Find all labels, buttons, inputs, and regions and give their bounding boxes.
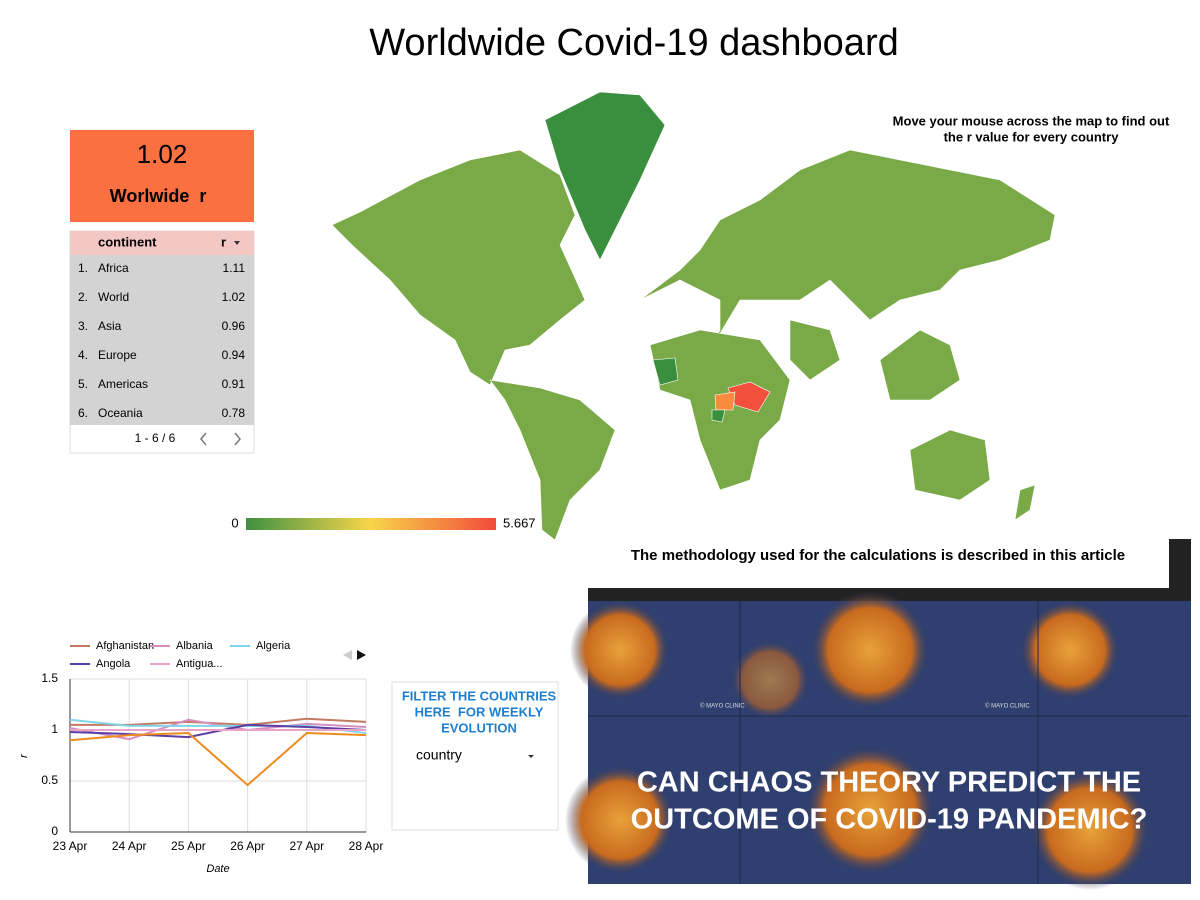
filter-title: EVOLUTION: [441, 720, 517, 735]
scorecard-value: 1.02: [137, 139, 188, 169]
r-value: 0.96: [222, 319, 246, 333]
continent: Americas: [98, 377, 148, 391]
dark-bar: [1169, 539, 1191, 589]
x-tick-label: 23 Apr: [53, 839, 88, 853]
scorecard-label: Worlwide r: [110, 186, 207, 206]
watermark: © MAYO CLINIC: [985, 703, 1030, 710]
line-chart: 0 0.5 1 1.5 23 Apr 24 Apr 25 Apr 26 Apr 27 Apr 28…: [18, 640, 383, 875]
table-body: [70, 255, 254, 425]
legend-max: 5.667: [503, 515, 536, 530]
x-tick-label: 27 Apr: [289, 839, 324, 853]
row-index: 1.: [78, 261, 88, 275]
table-header: [70, 231, 254, 255]
article-image[interactable]: [565, 588, 1191, 890]
watermark: © MAYO CLINIC: [700, 703, 745, 710]
y-tick-label: 1.5: [41, 671, 58, 685]
world-map[interactable]: [331, 91, 1056, 541]
article-headline: CAN CHAOS THEORY PREDICT THE: [637, 767, 1141, 799]
filter-title: FILTER THE COUNTRIES: [402, 688, 557, 703]
map-note: Move your mouse across the map to find o…: [893, 113, 1170, 128]
continent: Asia: [98, 319, 122, 333]
page-title: Worldwide Covid-19 dashboard: [369, 22, 898, 64]
y-tick-label: 0: [51, 824, 58, 838]
prev-page[interactable]: [200, 432, 207, 446]
pagination: 1 - 6 / 6: [135, 431, 176, 445]
x-tick-label: 24 Apr: [112, 839, 147, 853]
continent: Europe: [98, 348, 137, 362]
legend-label: Algeria: [256, 640, 291, 652]
legend-min: 0: [231, 515, 238, 530]
column-header[interactable]: r: [221, 234, 226, 249]
dropdown-caret[interactable]: [528, 755, 534, 758]
series-line: [69, 723, 367, 739]
map-note: the r value for every country: [944, 129, 1120, 144]
series-line: [69, 718, 367, 741]
legend-prev[interactable]: [343, 650, 352, 660]
row-index: 5.: [78, 377, 88, 391]
series-line: [69, 732, 367, 787]
continent: Africa: [98, 261, 129, 275]
x-tick-label: 26 Apr: [230, 839, 265, 853]
country-dropdown[interactable]: country: [416, 747, 462, 763]
x-tick-label: 25 Apr: [171, 839, 206, 853]
r-value: 0.94: [222, 348, 246, 362]
column-header[interactable]: continent: [98, 234, 157, 249]
x-axis-label: Date: [206, 863, 229, 875]
x-tick-label: 28 Apr: [349, 839, 384, 853]
y-tick-label: 0.5: [41, 773, 58, 787]
legend-next[interactable]: [357, 650, 366, 660]
legend-label: Antigua...: [176, 658, 222, 670]
r-value: 1.11: [223, 261, 246, 275]
r-value: 1.02: [222, 290, 246, 304]
row-index: 6.: [78, 406, 88, 420]
filter-title: HERE FOR WEEKLY: [415, 704, 544, 719]
row-index: 3.: [78, 319, 88, 333]
legend-label: Afghanistan: [96, 640, 154, 652]
r-value: 0.91: [222, 377, 246, 391]
color-scale: [246, 518, 496, 530]
legend-label: Angola: [96, 658, 131, 670]
y-axis-label: r: [18, 753, 30, 758]
article-headline: OUTCOME OF COVID-19 PANDEMIC?: [631, 804, 1148, 836]
y-tick-label: 1: [51, 722, 58, 736]
next-page[interactable]: [234, 432, 241, 446]
sort-icon[interactable]: [234, 241, 240, 245]
legend-label: Albania: [176, 640, 214, 652]
row-index: 4.: [78, 348, 88, 362]
row-index: 2.: [78, 290, 88, 304]
methodology-link[interactable]: The methodology used for the calculation…: [631, 547, 1125, 564]
continent: Oceania: [98, 406, 143, 420]
scorecard: [70, 130, 254, 222]
table-rows: 1. Africa 1.11 2. World 1.02 3. Asia 0.96 4. Europ…: [78, 261, 245, 420]
continent: World: [98, 290, 129, 304]
r-value: 0.78: [222, 406, 246, 420]
